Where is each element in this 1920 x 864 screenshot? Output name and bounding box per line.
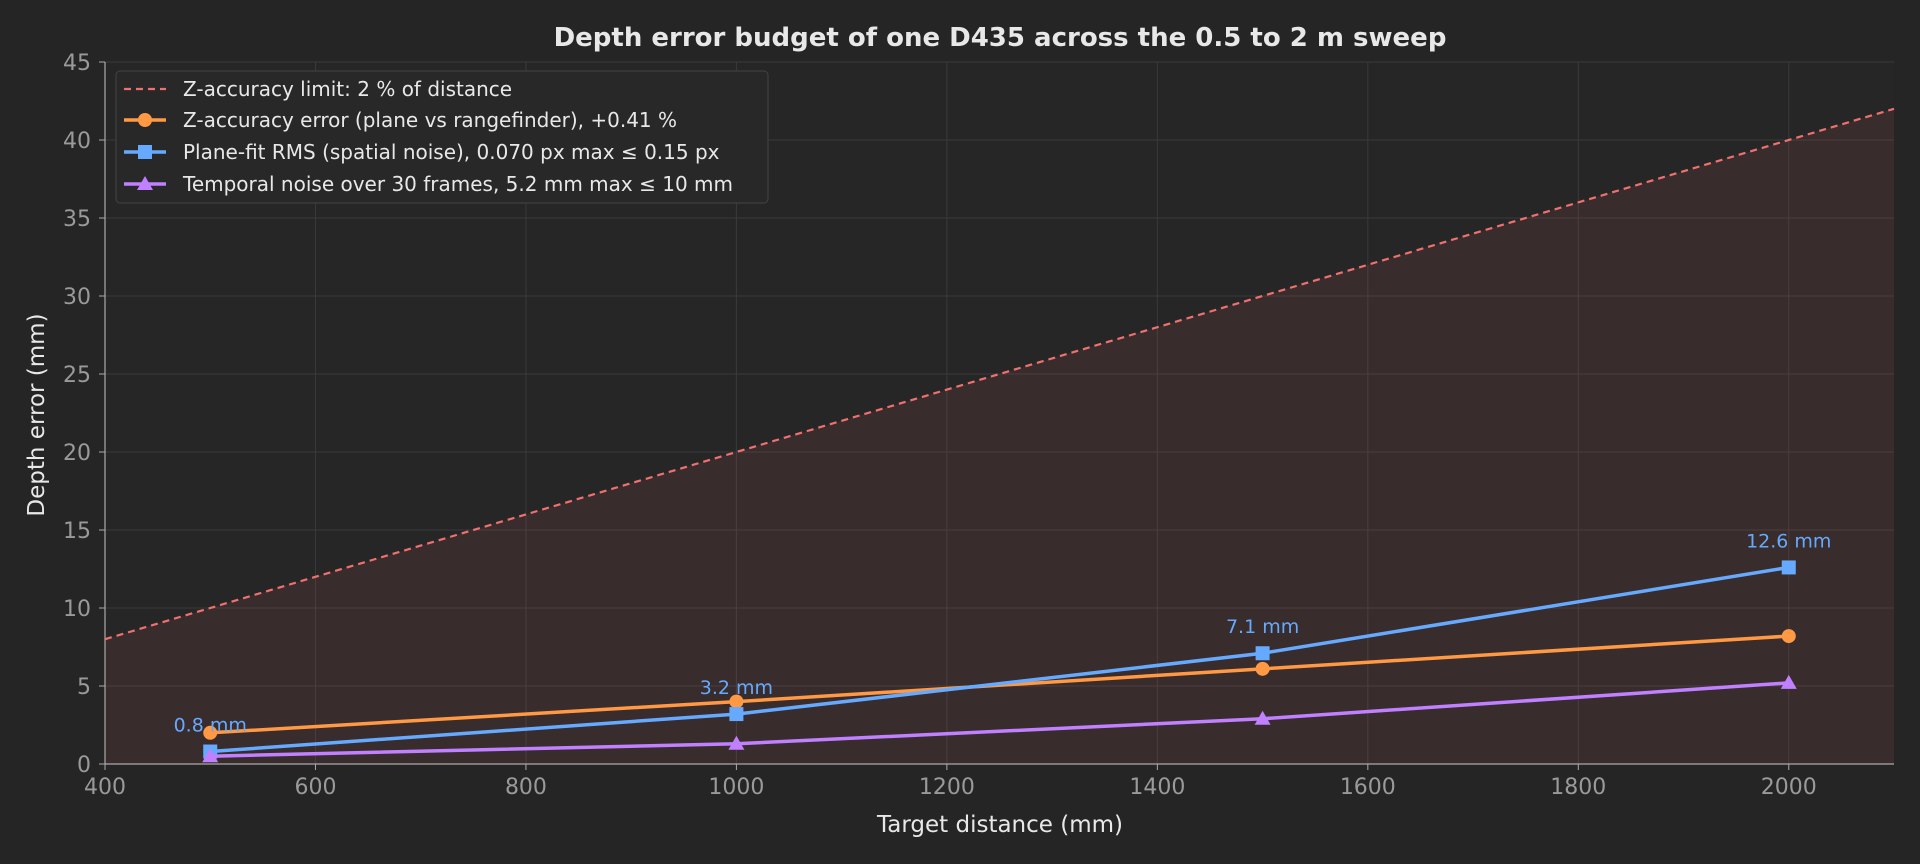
- y-tick-label: 15: [63, 519, 91, 544]
- x-tick-label: 1000: [708, 775, 764, 800]
- plane-fit-rms-point: [1781, 560, 1796, 575]
- legend-box: [115, 70, 769, 204]
- plane-fit-rms-point: [729, 707, 744, 722]
- y-tick-label: 45: [63, 51, 91, 76]
- legend-label-temporal-noise: Temporal noise over 30 frames, 5.2 mm ma…: [182, 172, 733, 196]
- limit-line: [104, 107, 1895, 641]
- x-tick-label: 600: [294, 775, 336, 800]
- legend-marker-temporal-noise: [137, 176, 153, 190]
- y-tick-label: 40: [63, 129, 91, 154]
- chart-title: Depth error budget of one D435 across th…: [554, 23, 1447, 53]
- y-tick-label: 30: [63, 285, 91, 310]
- legend-marker-z-accuracy: [138, 113, 152, 127]
- data-label: 7.1 mm: [1226, 616, 1299, 638]
- legend-label-limit: Z-accuracy limit: 2 % of distance: [183, 77, 512, 101]
- legend-label-plane-fit-rms: Plane-fit RMS (spatial noise), 0.070 px …: [183, 140, 720, 164]
- temporal-noise-point: [1254, 710, 1271, 725]
- x-tick-label: 400: [84, 775, 126, 800]
- temporal-noise-point: [202, 748, 219, 763]
- limit-shaded-region: [105, 108, 1894, 765]
- data-label: 0.8 mm: [174, 715, 247, 737]
- y-tick-label: 20: [63, 441, 91, 466]
- temporal-noise-line: [210, 681, 1789, 758]
- x-tick-label: 2000: [1761, 775, 1817, 800]
- y-axis-label: Depth error (mm): [24, 313, 50, 516]
- data-label: 3.2 mm: [700, 677, 773, 699]
- plane-fit-rms-point: [1255, 646, 1270, 661]
- data-label: 12.6 mm: [1746, 530, 1831, 552]
- x-tick-label: 1200: [919, 775, 975, 800]
- y-tick-label: 35: [63, 207, 91, 232]
- temporal-noise-point: [1780, 674, 1797, 689]
- x-axis-label: Target distance (mm): [876, 812, 1123, 838]
- legend-marker-plane-fit-rms: [138, 145, 152, 159]
- z-accuracy-point: [1781, 629, 1796, 644]
- y-tick-label: 25: [63, 363, 91, 388]
- temporal-noise-point: [728, 735, 745, 750]
- series-layer: [104, 107, 1895, 763]
- x-tick-label: 1800: [1550, 775, 1606, 800]
- data-labels: 0.8 mm 3.2 mm 7.1 mm 12.6 mm: [174, 530, 1832, 736]
- y-tick-label: 10: [63, 597, 91, 622]
- x-tick-label: 1600: [1340, 775, 1396, 800]
- z-accuracy-point: [203, 725, 218, 740]
- legend: Z-accuracy limit: 2 % of distance Z-accur…: [115, 70, 769, 204]
- x-tick-label: 1400: [1129, 775, 1185, 800]
- z-accuracy-point: [1255, 661, 1270, 676]
- z-accuracy-point: [729, 694, 744, 709]
- plane-fit-rms-line: [210, 565, 1790, 754]
- y-tick-label: 0: [77, 753, 91, 778]
- legend-label-z-accuracy: Z-accuracy error (plane vs rangefinder),…: [183, 108, 677, 132]
- y-tick-label: 5: [77, 675, 91, 700]
- axes: 400 600 800 1000 1200 1400 1600 1800 2000 0 5 10 15 2…: [63, 51, 1894, 800]
- x-tick-label: 800: [505, 775, 547, 800]
